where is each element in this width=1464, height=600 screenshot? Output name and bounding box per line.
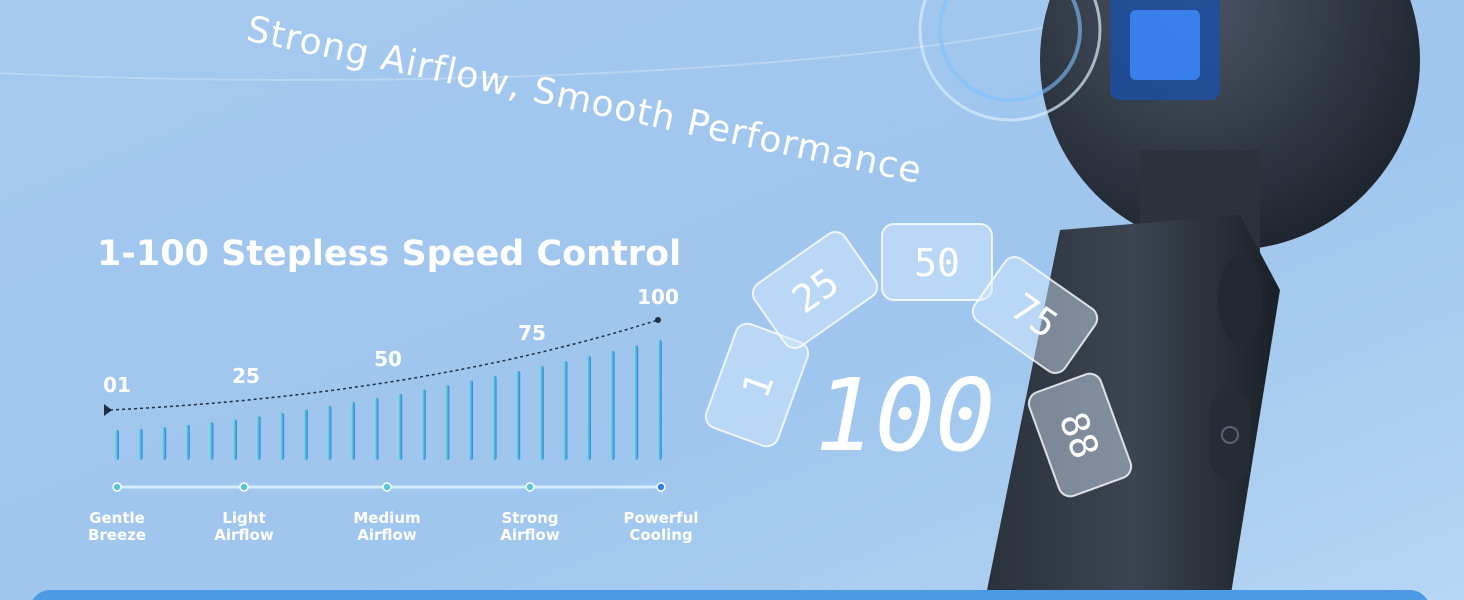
speed-bar <box>634 345 639 460</box>
curve-start <box>104 404 112 416</box>
curve-label: 50 <box>374 347 402 371</box>
swoosh <box>0 0 1152 81</box>
speed-bar <box>327 405 332 460</box>
speed-bar <box>138 428 143 460</box>
tile-glass <box>881 223 993 301</box>
level-dot <box>656 482 666 492</box>
speed-bar <box>115 430 119 460</box>
level-label: Strong <box>501 509 558 527</box>
speed-curve <box>109 319 659 411</box>
speed-bar <box>539 366 544 460</box>
speed-bar <box>610 350 615 460</box>
dial-tile: 25 <box>751 231 879 349</box>
speed-bar <box>351 401 355 460</box>
tile-glass <box>1027 372 1133 498</box>
dial-tile: 75 <box>971 256 1099 374</box>
bottom-band <box>32 590 1428 600</box>
level-label: Gentle <box>89 509 145 527</box>
speed-bar <box>587 355 591 460</box>
level-dot <box>525 482 535 492</box>
level-label: Airflow <box>357 526 417 544</box>
speed-bar <box>516 371 521 460</box>
curve-end <box>655 317 661 323</box>
dial-tile: 88 <box>1027 372 1133 498</box>
level-label: Airflow <box>214 526 274 544</box>
speed-bar <box>469 380 473 460</box>
speed-bars <box>115 340 662 460</box>
speed-bar <box>445 385 450 460</box>
level-dot <box>112 482 122 492</box>
dial-label: 50 <box>914 241 960 285</box>
curve-label: 01 <box>103 373 131 397</box>
curve-label: 25 <box>232 364 260 388</box>
speed-bar <box>421 389 426 460</box>
speed-bar <box>162 427 167 460</box>
level-label: Light <box>222 509 265 527</box>
speed-bar <box>563 361 568 460</box>
level-label: Medium <box>353 509 420 527</box>
speed-bar <box>492 375 497 460</box>
level-dot <box>239 482 249 492</box>
level-label: Airflow <box>500 526 560 544</box>
level-label: Breeze <box>88 526 146 544</box>
section-title: 1-100 Stepless Speed Control <box>97 234 681 274</box>
dial-tile: 50 <box>881 223 993 301</box>
curve-label: 75 <box>518 321 546 345</box>
speed-readout: 100 <box>815 357 996 474</box>
level-label: Powerful <box>623 509 698 527</box>
speed-bar <box>209 422 214 460</box>
speed-bar <box>185 424 190 460</box>
speed-bar <box>657 340 662 460</box>
speed-bar <box>374 397 379 460</box>
speed-bar <box>398 393 403 460</box>
tile-glass <box>704 322 810 448</box>
level-label: Cooling <box>629 526 692 544</box>
tile-glass <box>751 231 879 349</box>
speed-bar <box>280 412 285 460</box>
speed-bar <box>233 419 237 460</box>
fan-device <box>918 0 1420 600</box>
speed-bar <box>256 416 261 460</box>
speed-bar <box>303 409 308 460</box>
dial-tile: 1 <box>704 322 810 448</box>
level-dot <box>382 482 392 492</box>
tile-glass <box>971 256 1099 374</box>
curve-label: 100 <box>637 285 679 309</box>
